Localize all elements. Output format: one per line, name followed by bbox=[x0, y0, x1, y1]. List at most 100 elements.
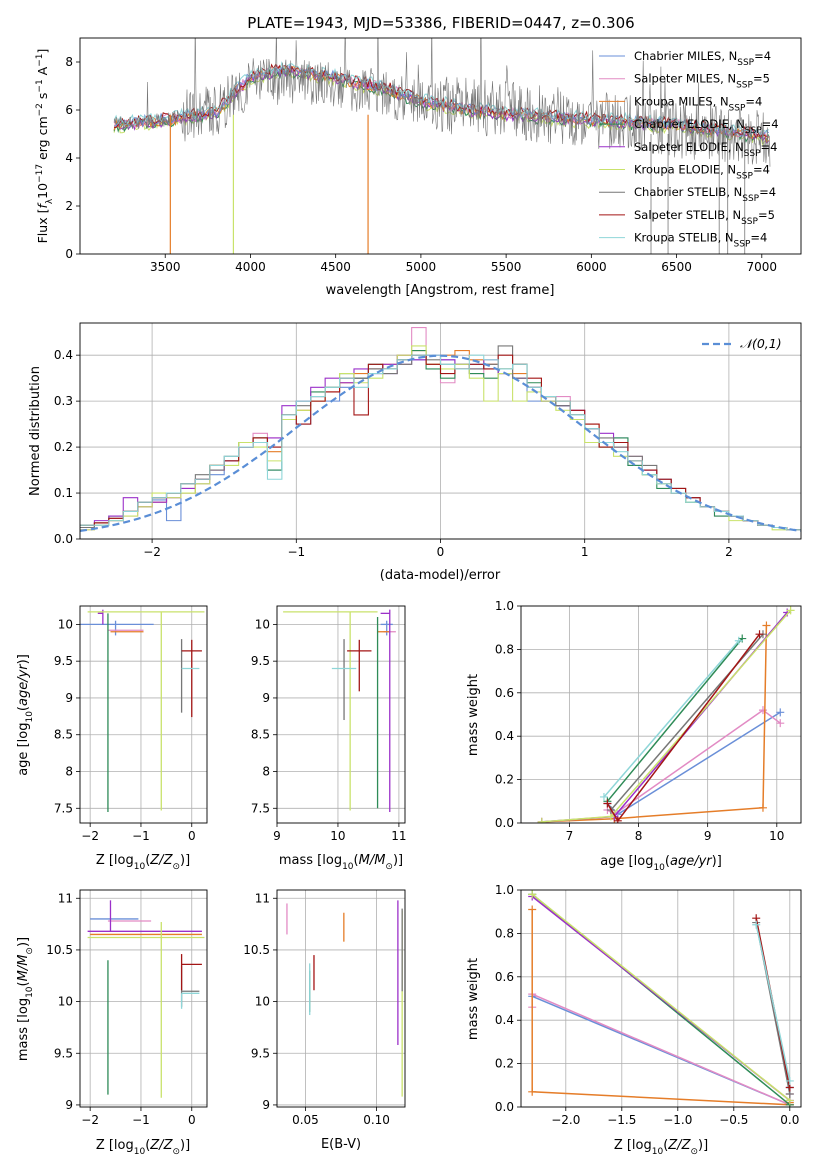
weight-marker bbox=[528, 890, 537, 899]
x-tick-label: −1 bbox=[287, 545, 305, 559]
legend-label: Chabrier MILES, NSSP=4 bbox=[634, 49, 771, 68]
y-tick-label: 0.8 bbox=[495, 642, 514, 656]
weight-marker bbox=[786, 606, 795, 615]
x-tick-label: 0 bbox=[437, 545, 445, 559]
legend-label: Kroupa STELIB, NSSP=4 bbox=[634, 231, 767, 250]
x-tick-label: 6000 bbox=[576, 260, 607, 274]
age-vs-mass-frame bbox=[276, 605, 406, 824]
y-tick-label: 0.0 bbox=[54, 532, 73, 546]
weight-line bbox=[755, 924, 791, 1082]
mass-vs-Z-frame bbox=[79, 889, 208, 1108]
weight-marker bbox=[762, 621, 771, 630]
weight-vs-Z-plot bbox=[528, 890, 794, 1107]
x-tick-label: 10 bbox=[330, 829, 345, 843]
x-tick-label: −2.0 bbox=[551, 1113, 580, 1127]
x-tick-label: −1 bbox=[132, 1113, 150, 1127]
legend-label: Chabrier ELODIE, NSSP=4 bbox=[634, 117, 779, 136]
y-tick-label: 10 bbox=[58, 995, 73, 1009]
y-axis-label: Normed distribution bbox=[28, 366, 43, 496]
age-vs-Z-frame bbox=[79, 605, 208, 824]
y-tick-label: 9 bbox=[262, 691, 270, 705]
weight-marker bbox=[528, 905, 537, 914]
weight-marker bbox=[752, 920, 761, 929]
y-axis-label: mass weight bbox=[466, 958, 481, 1040]
y-tick-label: 9 bbox=[65, 691, 73, 705]
x-tick-label: 5500 bbox=[491, 260, 522, 274]
y-tick-label: 6 bbox=[65, 103, 73, 117]
y-tick-label: 9 bbox=[65, 1098, 73, 1112]
x-tick-label: 0 bbox=[188, 829, 196, 843]
y-tick-label: 9.5 bbox=[54, 1046, 73, 1060]
x-tick-label: 6500 bbox=[661, 260, 692, 274]
x-tick-label: −1.5 bbox=[607, 1113, 636, 1127]
y-tick-label: 4 bbox=[65, 151, 73, 165]
x-tick-label: 0.05 bbox=[292, 1113, 319, 1127]
age-vs-Z-axes bbox=[80, 606, 207, 823]
figure-title: PLATE=1943, MJD=53386, FIBERID=0447, z=0… bbox=[247, 14, 634, 32]
legend-label: Salpeter ELODIE, NSSP=4 bbox=[634, 140, 777, 159]
x-tick-label: −2 bbox=[81, 829, 99, 843]
y-tick-label: 0.2 bbox=[495, 1057, 514, 1071]
y-tick-label: 1.0 bbox=[495, 883, 514, 897]
y-tick-label: 0.3 bbox=[54, 394, 73, 408]
legend-label: Salpeter STELIB, NSSP=5 bbox=[634, 208, 775, 227]
x-axis-label: mass [log10(M/M⊙)] bbox=[279, 853, 403, 872]
x-tick-label: 9 bbox=[704, 829, 712, 843]
x-tick-label: 11 bbox=[391, 829, 406, 843]
y-tick-label: 8 bbox=[65, 55, 73, 69]
weight-marker bbox=[776, 719, 785, 728]
weight-marker bbox=[758, 803, 767, 812]
x-axis-label: (data-model)/error bbox=[380, 568, 501, 583]
y-tick-label: 0.2 bbox=[495, 773, 514, 787]
age-vs-mass-plot bbox=[283, 609, 396, 812]
residuals-plot bbox=[80, 327, 801, 532]
x-axis-label: age [log10(age/yr)] bbox=[600, 854, 722, 873]
y-axis-label: age [log10(age/yr)] bbox=[16, 654, 35, 776]
weight-marker bbox=[603, 799, 612, 808]
y-tick-label: 10.5 bbox=[243, 943, 270, 957]
x-tick-label: −2 bbox=[143, 545, 161, 559]
legend-label: Salpeter MILES, NSSP=5 bbox=[634, 72, 770, 91]
y-axis-label: mass [log10(M/M⊙)] bbox=[16, 937, 35, 1061]
legend-label: Chabrier STELIB, NSSP=4 bbox=[634, 185, 776, 204]
x-tick-label: 8 bbox=[635, 829, 643, 843]
x-axis-label: Z [log10(Z/Z⊙)] bbox=[96, 1138, 190, 1157]
x-tick-label: 1 bbox=[581, 545, 589, 559]
x-tick-label: 2 bbox=[725, 545, 733, 559]
age-vs-Z-plot bbox=[80, 609, 205, 812]
y-tick-label: 0.4 bbox=[495, 729, 514, 743]
x-tick-label: −0.5 bbox=[719, 1113, 748, 1127]
y-tick-label: 1.0 bbox=[495, 599, 514, 613]
x-tick-label: 0.0 bbox=[780, 1113, 799, 1127]
x-tick-label: 4000 bbox=[235, 260, 266, 274]
y-tick-label: 10 bbox=[58, 617, 73, 631]
weight-line bbox=[531, 893, 791, 1102]
y-tick-label: 9.5 bbox=[251, 654, 270, 668]
y-tick-label: 10 bbox=[255, 617, 270, 631]
y-tick-label: 7.5 bbox=[251, 801, 270, 815]
weight-vs-age-frame bbox=[520, 605, 802, 824]
y-tick-label: 9.5 bbox=[54, 654, 73, 668]
x-tick-label: 7000 bbox=[747, 260, 778, 274]
x-tick-label: 0.10 bbox=[363, 1113, 390, 1127]
y-tick-label: 0.6 bbox=[495, 686, 514, 700]
legend-label: Kroupa ELODIE, NSSP=4 bbox=[634, 163, 770, 182]
y-tick-label: 9 bbox=[262, 1098, 270, 1112]
y-tick-label: 8.5 bbox=[54, 728, 73, 742]
weight-line bbox=[603, 640, 740, 798]
x-tick-label: 0 bbox=[188, 1113, 196, 1127]
gaussian-reference-line bbox=[80, 354, 801, 532]
x-tick-label: −1.0 bbox=[663, 1113, 692, 1127]
weight-vs-Z-frame bbox=[520, 889, 802, 1108]
y-tick-label: 0.2 bbox=[54, 440, 73, 454]
residuals-frame bbox=[79, 322, 802, 540]
y-tick-label: 0.4 bbox=[495, 1013, 514, 1027]
y-tick-label: 11 bbox=[58, 891, 73, 905]
y-tick-label: 11 bbox=[255, 891, 270, 905]
spectrum-data-line bbox=[113, 38, 771, 167]
x-tick-label: 9 bbox=[273, 829, 281, 843]
y-tick-label: 9.5 bbox=[251, 1046, 270, 1060]
weight-marker bbox=[755, 630, 764, 639]
y-tick-label: 7.5 bbox=[54, 801, 73, 815]
